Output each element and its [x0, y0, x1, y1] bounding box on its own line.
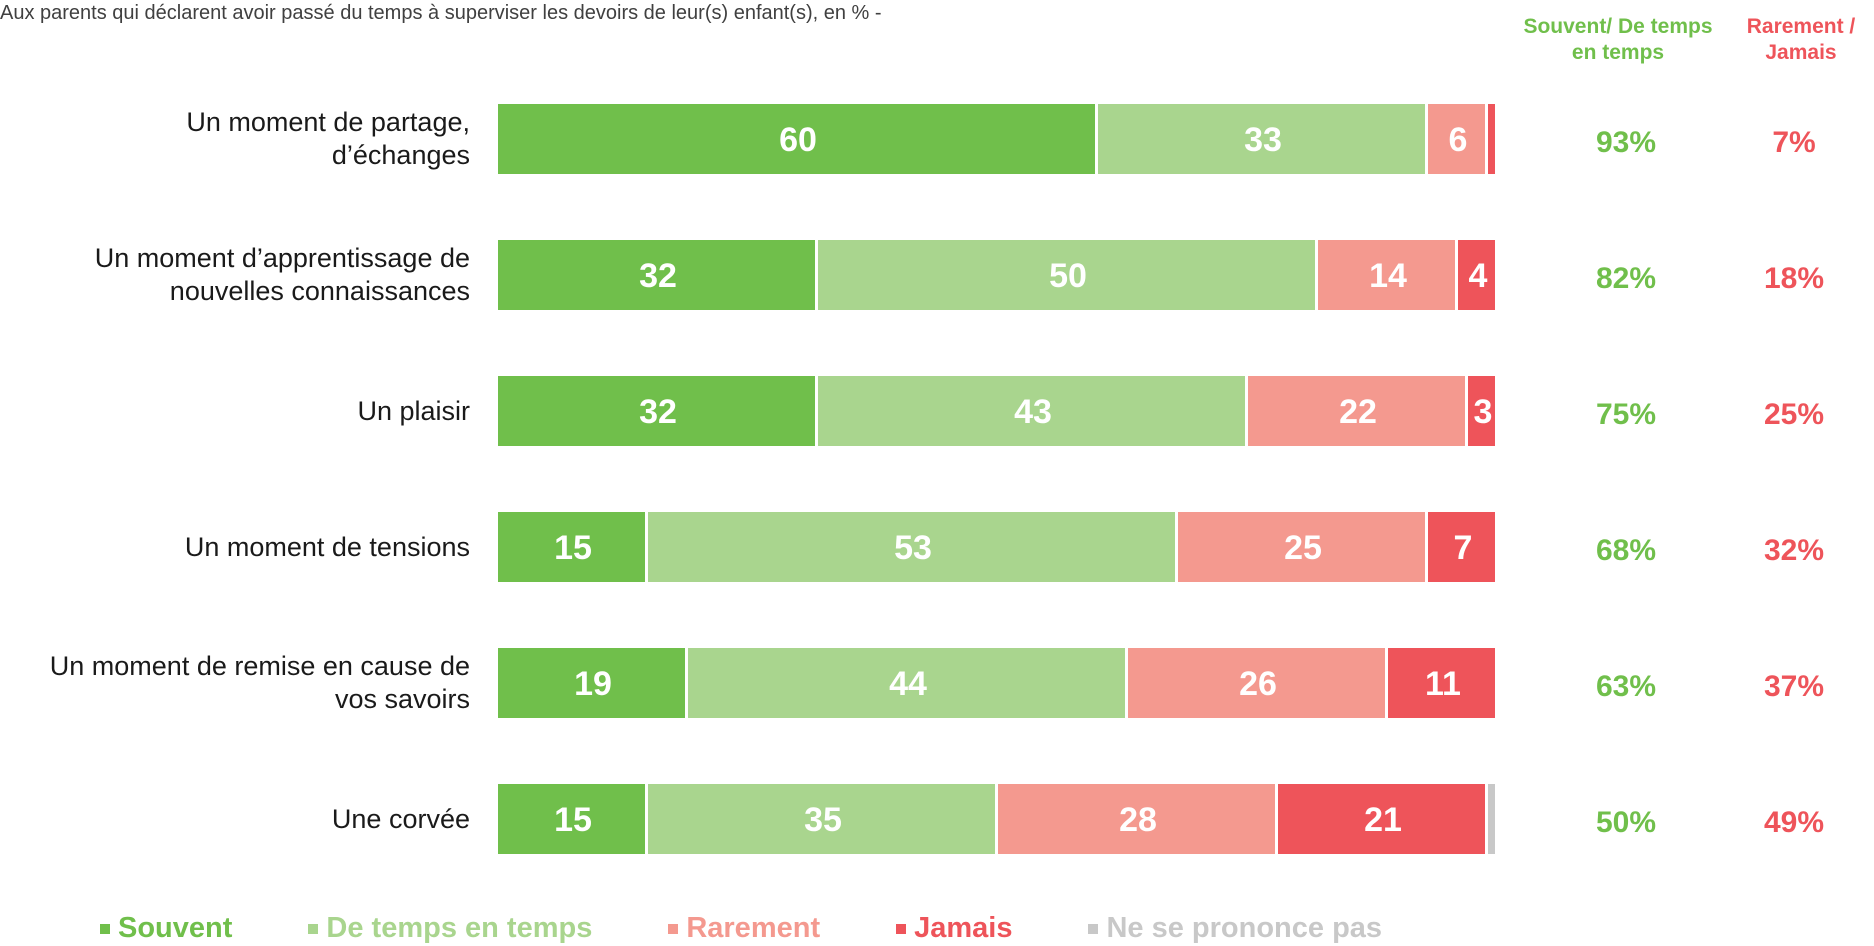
data-label: 44 [889, 665, 927, 703]
legend-swatch [896, 923, 907, 934]
category-label: Un moment d’apprentissage de nouvelles co… [94, 243, 470, 306]
positive-total: 63% [1595, 670, 1657, 703]
bar-segment-de-temps [648, 512, 1175, 582]
negative-total: 25% [1763, 398, 1825, 431]
data-label: 35 [804, 801, 842, 839]
data-label: 11 [1425, 665, 1461, 703]
data-label: 25 [1284, 529, 1322, 567]
negative-total: 32% [1763, 534, 1825, 567]
category-label: Une corvée [331, 803, 470, 834]
legend-item-nspp: Ne se prononce pas [1088, 912, 1382, 945]
legend-label: De temps en temps [326, 912, 593, 944]
data-label: 32 [639, 257, 677, 295]
positive-total: 93% [1595, 126, 1657, 159]
positive-total: 50% [1595, 806, 1657, 839]
bar-segment-souvent [498, 648, 685, 718]
bar-segment-souvent [498, 376, 815, 446]
legend-swatch [1088, 923, 1099, 934]
bar-segment-rarement [1428, 104, 1485, 174]
bar-segment-souvent [498, 104, 1095, 174]
negative-total: 7% [1772, 126, 1816, 159]
bar-segment-jamais [1458, 240, 1495, 310]
data-label: 21 [1364, 801, 1402, 839]
data-label: 6 [1449, 121, 1468, 159]
data-label: 43 [1014, 393, 1052, 431]
data-label: 14 [1369, 257, 1407, 295]
legend-label: Ne se prononce pas [1106, 912, 1383, 944]
bar-segment-rarement [998, 784, 1275, 854]
column-header-negative: Rarement / Jamais [1746, 15, 1856, 64]
legend-swatch [668, 923, 679, 934]
bar-segment-jamais [1428, 512, 1495, 582]
positive-total: 75% [1595, 398, 1657, 431]
bar-segment-jamais [1388, 648, 1495, 718]
positive-total: 82% [1595, 262, 1657, 295]
bar-segment-rarement [1178, 512, 1425, 582]
data-label: 7 [1454, 529, 1473, 567]
legend-label: Rarement [686, 912, 821, 944]
data-label: 32 [639, 393, 677, 431]
negative-total: 37% [1763, 670, 1825, 703]
bar-segment-jamais [1488, 104, 1495, 174]
bar-segment-rarement [1128, 648, 1385, 718]
data-label: 53 [894, 529, 932, 567]
data-label: 19 [574, 665, 612, 703]
data-label: 3 [1474, 393, 1493, 431]
category-label: Un moment de remise en cause de vos savoi… [49, 651, 470, 714]
data-label: 15 [554, 529, 592, 567]
legend-label: Souvent [118, 912, 233, 944]
legend-item-souvent: Souvent [100, 912, 232, 945]
bar-segment-jamais [1468, 376, 1495, 446]
negative-total: 18% [1763, 262, 1825, 295]
legend-item-jamais: Jamais [896, 912, 1012, 945]
bar-segment-jamais [1278, 784, 1485, 854]
chart-legend: Souvent De temps en temps Rarement Jamais Ne… [100, 912, 1382, 945]
bar-segment-souvent [498, 784, 645, 854]
legend-label: Jamais [914, 912, 1013, 944]
bar-segment-rarement [1248, 376, 1465, 446]
bar-segment-de-temps [688, 648, 1125, 718]
bar-segment-de-temps [1098, 104, 1425, 174]
data-label: 15 [554, 801, 592, 839]
chart-subtitle: Aux parents qui déclarent avoir passé du… [0, 2, 882, 24]
legend-item-rarement: Rarement [668, 912, 820, 945]
bar-segment-rarement [1318, 240, 1455, 310]
data-label: 22 [1339, 393, 1377, 431]
bar-segment-souvent [498, 512, 645, 582]
negative-total: 49% [1763, 806, 1825, 839]
legend-swatch [100, 923, 110, 934]
bar-segment-souvent [498, 240, 815, 310]
category-label: Un moment de partage, d’échanges [186, 107, 470, 170]
legend-swatch [308, 923, 319, 934]
data-label: 26 [1239, 665, 1277, 703]
data-label: 4 [1469, 257, 1488, 295]
column-header-positive: Souvent/ De temps en temps [1523, 15, 1713, 64]
bar-segment-nspp [1488, 784, 1495, 854]
data-label: 28 [1119, 801, 1157, 839]
category-label: Un moment de tensions [184, 531, 470, 562]
bar-segment-de-temps [818, 376, 1245, 446]
bar-segment-de-temps [818, 240, 1315, 310]
stacked-bar-chart: 60 33 6 32 50 14 4 32 43 22 3 15 53 25 7 19 44 26 11 15 35 28… [498, 104, 1495, 854]
data-label: 60 [779, 121, 817, 159]
bar-segment-de-temps [648, 784, 995, 854]
data-label: 33 [1244, 121, 1282, 159]
positive-total: 68% [1595, 534, 1657, 567]
data-label: 50 [1049, 257, 1087, 295]
legend-item-de-temps: De temps en temps [308, 912, 592, 945]
category-label: Un plaisir [357, 395, 470, 426]
